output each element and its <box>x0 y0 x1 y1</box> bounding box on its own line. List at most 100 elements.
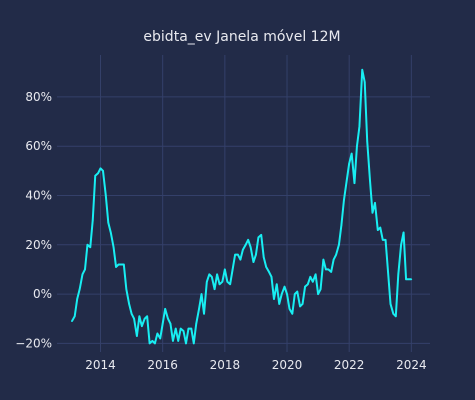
data-point <box>234 253 236 256</box>
data-point <box>340 224 343 226</box>
data-point <box>304 285 306 288</box>
data-point <box>410 278 413 281</box>
data-point <box>338 243 340 246</box>
y-tick-label: 60% <box>25 139 52 153</box>
data-point <box>136 335 138 337</box>
tick-labels: 2014 2016 2018 2020 2022 2024 −20% 0% 20% 40% 60% 8… <box>15 90 426 372</box>
data-point <box>350 152 353 155</box>
data-point <box>366 140 369 143</box>
data-point <box>148 342 151 345</box>
data-point <box>73 315 76 318</box>
y-tick-label: 40% <box>25 188 52 202</box>
data-point <box>224 268 226 271</box>
data-point <box>154 342 156 345</box>
x-tick-label: 2024 <box>396 358 427 372</box>
x-tick-label: 2016 <box>147 358 178 372</box>
data-point <box>71 320 73 322</box>
data-point <box>125 288 128 290</box>
data-point <box>343 199 345 202</box>
data-point <box>211 276 213 278</box>
data-point <box>387 271 389 273</box>
data-point <box>381 239 384 241</box>
data-point <box>141 325 143 327</box>
data-point <box>268 271 270 273</box>
data-point <box>177 340 180 342</box>
data-point <box>159 337 161 340</box>
data-point <box>99 167 102 170</box>
data-point <box>270 276 273 278</box>
series-line <box>71 68 412 345</box>
data-point <box>115 266 117 268</box>
data-point <box>138 315 141 318</box>
data-point <box>335 253 337 256</box>
data-point <box>301 303 304 305</box>
data-point <box>185 342 187 345</box>
data-point <box>260 234 263 236</box>
data-point <box>319 288 322 290</box>
data-point <box>400 243 402 246</box>
y-tick-label: −20% <box>15 336 52 350</box>
data-point <box>89 246 92 249</box>
data-point <box>379 226 382 229</box>
data-point <box>374 202 376 204</box>
data-point <box>84 268 86 271</box>
data-point <box>133 317 135 320</box>
data-point <box>280 293 283 295</box>
x-tick-label: 2018 <box>210 358 241 372</box>
data-point <box>81 273 84 276</box>
data-point <box>345 179 348 182</box>
data-point <box>169 322 172 325</box>
data-point <box>229 283 231 286</box>
data-point <box>105 194 107 197</box>
data-point <box>244 243 247 246</box>
x-tick-label: 2020 <box>272 358 303 372</box>
data-point <box>262 256 265 258</box>
data-point <box>327 268 330 271</box>
data-point <box>112 246 115 249</box>
data-point <box>208 273 211 276</box>
data-point <box>273 298 275 300</box>
data-point <box>107 221 110 224</box>
data-point <box>358 125 361 128</box>
data-point <box>200 293 203 295</box>
data-point <box>249 246 252 249</box>
data-point <box>361 68 364 71</box>
data-point <box>348 162 350 165</box>
data-point <box>151 340 154 342</box>
grid-layer <box>57 55 430 352</box>
data-point <box>288 308 291 310</box>
data-point <box>291 313 294 315</box>
data-point <box>130 313 133 315</box>
data-point <box>307 283 309 286</box>
data-point <box>317 293 319 295</box>
x-tick-label: 2022 <box>334 358 365 372</box>
data-point <box>86 243 89 246</box>
series-layer <box>71 68 413 345</box>
y-tick-label: 0% <box>33 287 52 301</box>
data-point <box>198 308 200 310</box>
data-point <box>332 258 335 261</box>
data-point <box>226 280 229 283</box>
data-point <box>76 298 78 300</box>
chart-title: ebidta_ev Janela móvel 12M <box>143 29 340 45</box>
data-point <box>371 211 374 214</box>
data-point <box>293 293 296 295</box>
data-point <box>296 290 299 293</box>
data-point <box>143 317 146 320</box>
data-point <box>102 170 104 172</box>
data-point <box>252 261 255 263</box>
data-point <box>239 258 242 261</box>
data-point <box>231 268 234 271</box>
y-tick-label: 80% <box>25 90 52 104</box>
data-point <box>187 327 190 330</box>
data-point <box>405 278 407 281</box>
data-point <box>97 172 99 175</box>
data-point <box>120 263 123 266</box>
data-point <box>221 280 224 283</box>
data-point <box>192 342 195 345</box>
data-point <box>312 280 314 283</box>
data-point <box>353 182 356 184</box>
x-tick-label: 2014 <box>85 358 116 372</box>
data-point <box>242 248 244 251</box>
